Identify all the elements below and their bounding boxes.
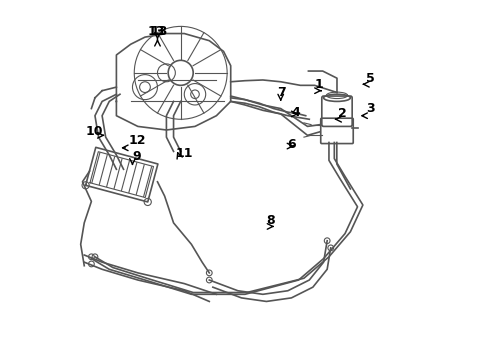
Text: 2: 2	[338, 108, 346, 121]
Text: 7: 7	[277, 86, 286, 99]
Text: 5: 5	[367, 72, 375, 85]
Text: 4: 4	[292, 107, 300, 120]
Text: 8: 8	[267, 213, 275, 226]
Text: 3: 3	[367, 102, 375, 115]
Text: 11: 11	[175, 147, 193, 160]
Text: 13: 13	[148, 25, 165, 38]
Text: 1: 1	[315, 78, 323, 91]
Text: 9: 9	[132, 150, 141, 163]
Text: 12: 12	[129, 134, 147, 147]
Text: 6: 6	[287, 138, 296, 151]
Text: 10: 10	[86, 125, 103, 138]
Text: 13: 13	[150, 25, 168, 38]
